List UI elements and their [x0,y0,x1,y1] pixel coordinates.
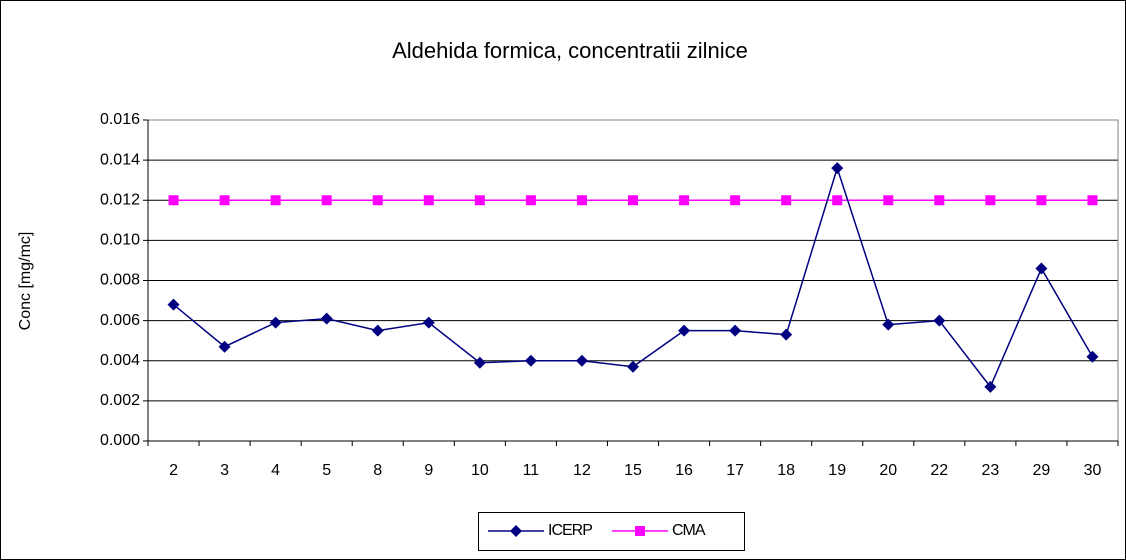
legend-label: CMA [672,522,706,539]
y-tick-label: 0.008 [100,272,140,289]
y-tick-label: 0.006 [100,312,140,329]
x-tick-label: 15 [624,462,642,479]
data-point [831,162,844,175]
data-point [575,354,588,367]
data-point [883,195,894,206]
data-point [882,318,895,331]
x-tick-label: 18 [777,462,795,479]
x-tick-label: 20 [879,462,897,479]
data-point [729,324,742,337]
chart-title: Aldehida formica, concentratii zilnice [392,38,748,63]
data-point [372,195,383,206]
data-point [473,356,486,369]
x-tick-label: 11 [523,462,540,479]
data-point [168,195,179,206]
x-tick-label: 29 [1033,462,1051,479]
x-tick-label: 10 [471,462,489,479]
data-point [474,195,485,206]
x-tick-label: 2 [169,462,178,479]
x-tick-label: 8 [373,462,382,479]
x-tick-label: 17 [726,462,744,479]
data-point [934,195,945,206]
data-point [678,324,691,337]
data-point [1036,195,1047,206]
data-point [576,195,587,206]
y-tick-label: 0.010 [100,232,140,249]
data-point [985,195,996,206]
data-point [1086,350,1099,363]
data-point [984,380,997,393]
data-point [1087,195,1098,206]
data-point [730,195,741,206]
data-point [781,195,792,206]
x-tick-label: 9 [424,462,433,479]
data-point [628,195,638,206]
x-tick-label: 23 [981,462,999,479]
legend-marker [635,526,645,536]
data-point [525,195,536,206]
data-point [423,195,434,206]
data-point [320,312,333,325]
y-tick-label: 0.000 [100,432,140,449]
x-tick-label: 5 [322,462,331,479]
y-tick-label: 0.002 [100,392,140,409]
x-tick-label: 22 [930,462,948,479]
x-tick-label: 12 [573,462,591,479]
data-point [1035,262,1048,275]
data-point [627,360,639,373]
x-tick-label: 19 [828,462,846,479]
legend-marker [510,525,522,537]
data-point [270,195,281,206]
y-tick-label: 0.004 [100,352,140,369]
y-tick-label: 0.016 [100,111,140,128]
data-point [524,354,537,367]
x-tick-label: 4 [271,462,280,479]
data-point [219,195,230,206]
y-axis-label: Conc [mg/mc] [17,232,34,331]
data-point [218,340,231,353]
data-point [780,328,793,341]
y-tick-label: 0.012 [100,191,140,208]
data-point [832,195,843,206]
data-point [167,298,180,311]
y-tick-label: 0.014 [100,151,140,168]
data-point [269,316,282,329]
data-point [679,195,690,206]
x-tick-label: 16 [675,462,693,479]
legend-label: ICERP [548,522,592,539]
data-point [933,314,946,327]
data-point [422,316,435,329]
data-point [371,324,384,337]
x-tick-label: 30 [1084,462,1102,479]
data-point [321,195,332,206]
x-tick-label: 3 [220,462,229,479]
